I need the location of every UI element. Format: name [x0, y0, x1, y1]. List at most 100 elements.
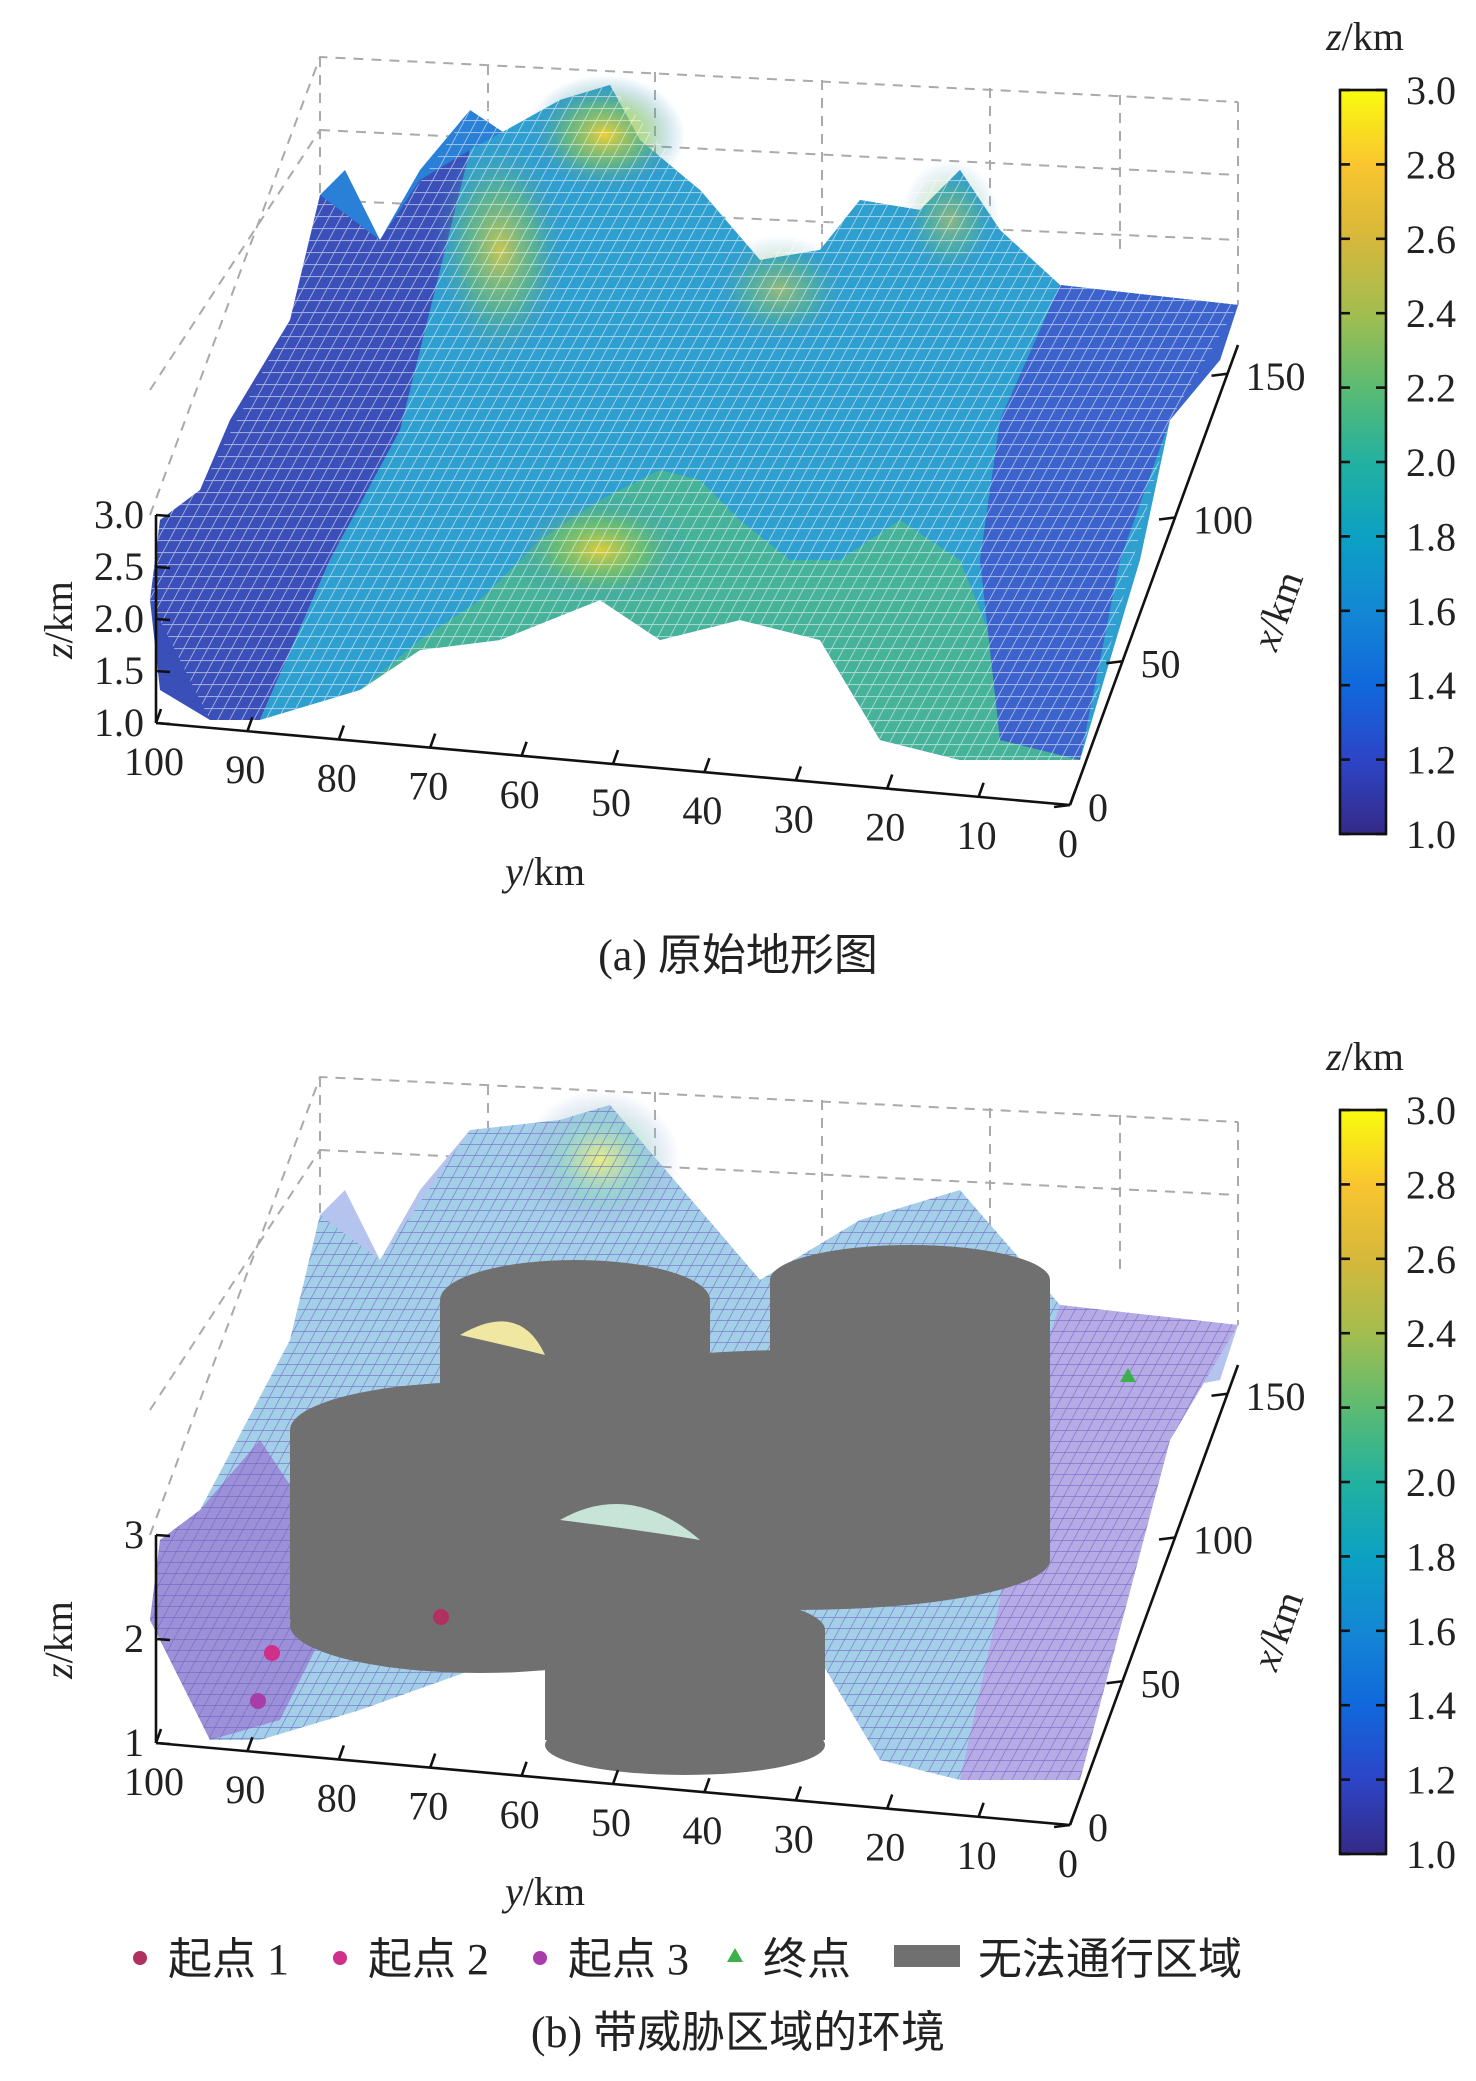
legend-dot-marker [533, 1951, 547, 1965]
colorbar-tick-label: 1.6 [1406, 589, 1456, 634]
start-point-3-marker [250, 1693, 266, 1709]
y-tick-label: 40 [682, 788, 722, 833]
x-tick-label: 50 [1141, 1661, 1181, 1706]
y-tick-label: 0 [1058, 1841, 1078, 1886]
panel-a: 1.01.52.02.53.0 100 90 80 70 60 50 40 30 20 10 0 0… [36, 14, 1456, 980]
z-tick-mark [155, 1741, 171, 1746]
y-tick-mark [703, 757, 711, 773]
panel-b-y-ticks: 100 90 80 70 60 50 40 30 20 10 0 [124, 1728, 1078, 1886]
panel-a-z-axis-label: z/km [36, 581, 81, 660]
x-tick-mark [1053, 803, 1071, 809]
colorbar-tick-label: 1.2 [1406, 738, 1456, 783]
colorbar-a-ticks: 3.0 2.8 2.6 2.4 2.2 2.0 1.8 1.6 1.4 1.2 1.0 [1340, 68, 1456, 857]
y-tick-label: 100 [124, 1759, 184, 1804]
x-tick-label: 0 [1088, 1805, 1108, 1850]
z-tick-mark [155, 669, 171, 674]
colorbar-b-label: z/km [1325, 1034, 1404, 1079]
colorbar-tick-label: 2.8 [1406, 1162, 1456, 1207]
legend-label: 起点 2 [368, 1935, 489, 1984]
y-tick-label: 30 [774, 796, 814, 841]
legend-item: 无法通行区域 [894, 1935, 1242, 1984]
colorbar-tick-label: 1.4 [1406, 663, 1456, 708]
colorbar-tick-label: 2.8 [1406, 142, 1456, 187]
y-tick-label: 20 [865, 805, 905, 850]
y-tick-label: 60 [500, 1792, 540, 1837]
y-tick-label: 50 [591, 780, 631, 825]
x-tick-mark [1211, 1392, 1228, 1398]
panel-a-x-ticks: 0 50 100 150 [1053, 354, 1306, 830]
x-tick-mark [1053, 1823, 1071, 1829]
legend-triangle-marker [727, 1948, 743, 1962]
panel-a-caption: (a) 原始地形图 [598, 931, 878, 980]
threat-gap-left [460, 1321, 545, 1355]
panel-a-z-ticks: 1.0 1.5 2.0 2.5 3.0 [94, 492, 171, 745]
y-tick-mark [1068, 1810, 1077, 1826]
end-point-marker [1120, 1368, 1136, 1382]
threat-zones [290, 1245, 1050, 1775]
legend-label: 终点 [763, 1935, 851, 1984]
y-tick-mark [246, 716, 254, 732]
colorbar-tick-label: 3.0 [1406, 68, 1456, 113]
legend-rect-marker [894, 1945, 960, 1967]
panel-a-surface [150, 75, 1238, 760]
y-tick-mark [1068, 790, 1077, 806]
x-tick-mark [1106, 659, 1123, 665]
y-tick-label: 40 [682, 1808, 722, 1853]
z-tick-mark [155, 1533, 171, 1538]
panel-b-x-ticks: 0 50 100 150 [1053, 1374, 1306, 1850]
colorbar-tick-label: 1.6 [1406, 1609, 1456, 1654]
legend-label: 起点 3 [568, 1935, 689, 1984]
threat-gap-center [560, 1504, 700, 1540]
y-tick-label: 10 [957, 813, 997, 858]
y-tick-label: 10 [957, 1833, 997, 1878]
z-tick-label: 1 [124, 1720, 144, 1765]
colorbar-tick-label: 1.0 [1406, 812, 1456, 857]
colorbar-tick-label: 2.6 [1406, 1237, 1456, 1282]
panel-a-y-ticks: 100 90 80 70 60 50 40 30 20 10 0 [124, 708, 1078, 866]
y-tick-mark [977, 1802, 985, 1818]
y-tick-label: 30 [774, 1816, 814, 1861]
z-tick-label: 2.5 [94, 544, 144, 589]
x-tick-label: 150 [1246, 1374, 1306, 1419]
y-tick-mark [885, 1794, 894, 1810]
y-tick-mark [611, 1769, 620, 1785]
y-tick-mark [611, 749, 620, 765]
panel-b-x-axis-label: x/km [1242, 1585, 1312, 1677]
y-tick-mark [794, 765, 803, 781]
y-tick-label: 80 [317, 755, 357, 800]
colorbar-tick-label: 3.0 [1406, 1088, 1456, 1133]
y-tick-label: 70 [408, 1784, 448, 1829]
x-tick-label: 100 [1193, 498, 1253, 543]
x-tick-label: 150 [1246, 354, 1306, 399]
z-tick-label: 1.5 [94, 648, 144, 693]
legend-dot-marker [333, 1951, 347, 1965]
x-tick-label: 50 [1141, 641, 1181, 686]
y-tick-mark [246, 1736, 254, 1752]
y-tick-label: 70 [408, 764, 448, 809]
legend-item: 起点 3 [533, 1935, 689, 1984]
y-tick-mark [977, 782, 985, 798]
y-tick-mark [520, 741, 528, 757]
panel-b-y-axis-label: y/km [501, 1869, 585, 1914]
threat-cylinder-front [545, 1595, 825, 1775]
y-tick-mark [154, 1728, 163, 1744]
threat-cylinder-right [540, 1350, 1050, 1610]
z-tick-mark [155, 721, 171, 726]
colorbar-tick-label: 1.8 [1406, 514, 1456, 559]
colorbar-tick-label: 2.2 [1406, 1386, 1456, 1431]
panel-a-y-axis-label: y/km [501, 849, 585, 894]
colorbar-tick-label: 1.8 [1406, 1534, 1456, 1579]
legend-item: 终点 [727, 1935, 851, 1984]
colorbar-tick-label: 2.4 [1406, 1311, 1456, 1356]
y-tick-label: 90 [225, 747, 265, 792]
panel-b-caption: (b) 带威胁区域的环境 [531, 2008, 945, 2057]
y-tick-label: 20 [865, 1825, 905, 1870]
y-tick-mark [337, 724, 346, 740]
surface-mesh-overlay [150, 85, 1238, 760]
y-tick-label: 80 [317, 1775, 357, 1820]
legend-dot-marker [133, 1951, 147, 1965]
y-tick-mark [337, 1744, 346, 1760]
y-tick-label: 0 [1058, 821, 1078, 866]
